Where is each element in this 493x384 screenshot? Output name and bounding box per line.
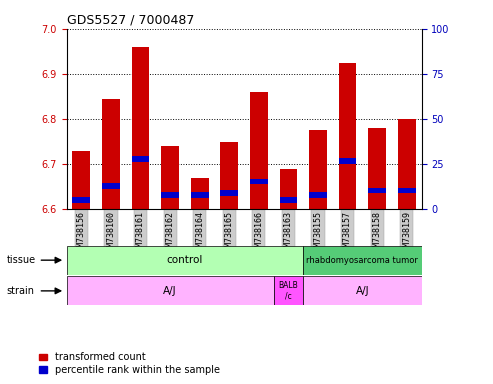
- Text: rhabdomyosarcoma tumor: rhabdomyosarcoma tumor: [307, 256, 418, 265]
- Bar: [67, 246, 303, 275]
- Bar: [220, 190, 238, 196]
- Bar: [309, 192, 327, 198]
- Bar: [72, 151, 90, 209]
- Bar: [398, 119, 416, 209]
- Bar: [132, 156, 149, 162]
- Bar: [102, 183, 120, 189]
- Bar: [274, 276, 303, 305]
- Bar: [250, 92, 268, 209]
- Bar: [102, 99, 120, 209]
- Bar: [220, 142, 238, 209]
- Bar: [161, 146, 179, 209]
- Bar: [339, 63, 356, 209]
- Text: A/J: A/J: [355, 286, 369, 296]
- Bar: [398, 188, 416, 194]
- Text: strain: strain: [6, 286, 35, 296]
- Text: A/J: A/J: [163, 286, 177, 296]
- Bar: [132, 47, 149, 209]
- Bar: [309, 130, 327, 209]
- Text: BALB
/c: BALB /c: [279, 281, 298, 301]
- Bar: [303, 246, 422, 275]
- Bar: [339, 158, 356, 164]
- Bar: [191, 178, 209, 209]
- Bar: [250, 179, 268, 184]
- Bar: [161, 192, 179, 198]
- Text: control: control: [167, 255, 203, 265]
- Bar: [368, 128, 386, 209]
- Text: GDS5527 / 7000487: GDS5527 / 7000487: [67, 13, 194, 26]
- Bar: [67, 276, 274, 305]
- Bar: [72, 197, 90, 202]
- Bar: [280, 197, 297, 202]
- Bar: [191, 192, 209, 198]
- Bar: [303, 276, 422, 305]
- Bar: [368, 188, 386, 194]
- Bar: [280, 169, 297, 209]
- Legend: transformed count, percentile rank within the sample: transformed count, percentile rank withi…: [39, 353, 220, 375]
- Text: tissue: tissue: [6, 255, 35, 265]
